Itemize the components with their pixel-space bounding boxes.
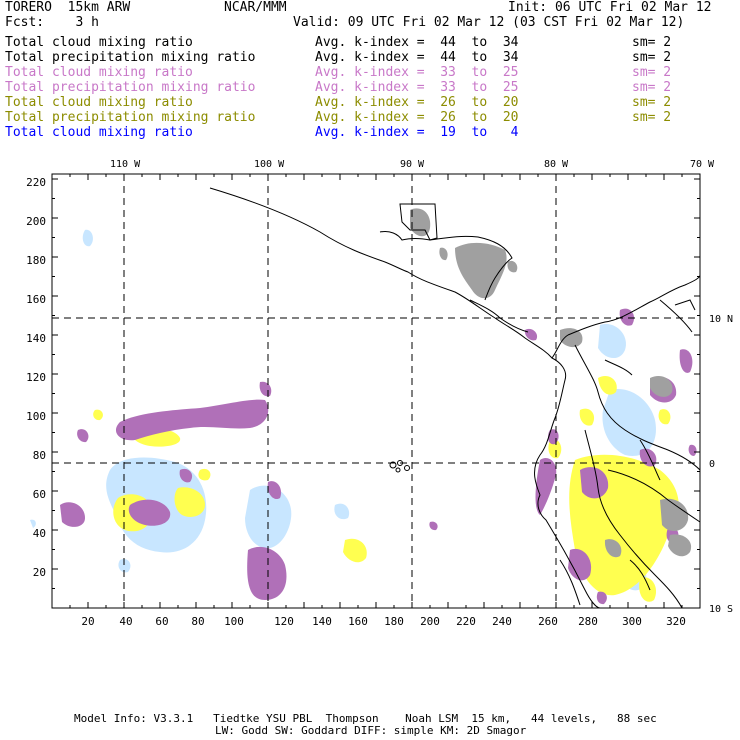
lat-label-10s: 10 S <box>709 604 733 615</box>
legend-row-4-name: Total precipitation mixing ratio <box>5 80 256 95</box>
lat-label-10n: 10 N <box>709 314 733 325</box>
lon-label-110w: 110 W <box>110 159 141 170</box>
lat-lon-grid <box>52 174 700 608</box>
x-tick-label: 240 <box>492 615 512 628</box>
legend-row-5-name: Total cloud mixing ratio <box>5 95 193 110</box>
lon-label-90w: 90 W <box>400 159 425 170</box>
x-tick-label: 260 <box>538 615 558 628</box>
x-tick-labels: 20 40 60 80 100 120 140 160 180 200 220 … <box>81 615 686 628</box>
lat-label-0: 0 <box>709 459 715 470</box>
legend-row-7-name: Total cloud mixing ratio <box>5 125 193 140</box>
y-tick-label: 160 <box>26 293 46 306</box>
x-tick-label: 80 <box>191 615 204 628</box>
y-tick-label: 200 <box>26 215 46 228</box>
x-tick-label: 100 <box>224 615 244 628</box>
y-tick-labels: 20 40 60 80 100 120 140 160 180 200 220 <box>26 176 46 579</box>
center-title: NCAR/MMM <box>224 0 287 15</box>
valid-time: Valid: 09 UTC Fri 02 Mar 12 (03 CST Fri … <box>293 15 685 30</box>
x-tick-label: 180 <box>384 615 404 628</box>
legend-row-7-kindex: Avg. k-index = 19 to 4 <box>315 125 519 140</box>
lon-label-70w: 70 W <box>690 159 715 170</box>
x-tick-label: 220 <box>456 615 476 628</box>
y-tick-label: 100 <box>26 410 46 423</box>
init-time: Init: 06 UTC Fri 02 Mar 12 <box>508 0 712 15</box>
legend-row-6-name: Total precipitation mixing ratio <box>5 110 256 125</box>
x-tick-label: 200 <box>420 615 440 628</box>
legend-row-1-name: Total cloud mixing ratio <box>5 35 193 50</box>
lon-label-100w: 100 W <box>254 159 285 170</box>
y-tick-label: 180 <box>26 254 46 267</box>
coastlines <box>209 187 701 609</box>
legend-row-3-kindex: Avg. k-index = 33 to 25 <box>315 65 519 80</box>
legend-row-4-kindex: Avg. k-index = 33 to 25 <box>315 80 519 95</box>
legend-row-2-name: Total precipitation mixing ratio <box>5 50 256 65</box>
x-tick-label: 160 <box>348 615 368 628</box>
model-info-line-2: LW: Godd SW: Goddard DIFF: simple KM: 2D… <box>215 724 527 737</box>
galapagos-islands <box>389 460 410 473</box>
forecast-hour: Fcst: 3 h <box>5 15 99 30</box>
x-tick-label: 120 <box>274 615 294 628</box>
model-info-line-1: Model Info: V3.3.1 Tiedtke YSU PBL Thomp… <box>74 712 657 725</box>
y-tick-label: 40 <box>33 527 46 540</box>
x-tick-label: 60 <box>155 615 168 628</box>
x-tick-label: 300 <box>622 615 642 628</box>
legend-row-2-sm: sm= 2 <box>632 50 672 65</box>
y-tick-label: 20 <box>33 566 46 579</box>
model-title: TORERO 15km ARW <box>5 0 131 15</box>
y-tick-label: 220 <box>26 176 46 189</box>
axis-ticks <box>52 174 700 609</box>
gray-cloud-field <box>410 208 692 558</box>
x-tick-label: 140 <box>312 615 332 628</box>
legend-row-5-sm: sm= 2 <box>632 95 672 110</box>
y-tick-label: 80 <box>33 449 46 462</box>
y-tick-label: 140 <box>26 332 46 345</box>
legend-row-1-kindex: Avg. k-index = 44 to 34 <box>315 35 519 50</box>
x-tick-label: 20 <box>81 615 94 628</box>
legend-row-6-sm: sm= 2 <box>632 110 672 125</box>
y-tick-label: 60 <box>33 488 46 501</box>
x-tick-label: 280 <box>578 615 598 628</box>
purple-cloud-field <box>60 308 697 605</box>
legend-row-1-sm: sm= 2 <box>632 35 672 50</box>
legend-row-3-sm: sm= 2 <box>632 65 672 80</box>
legend-row-2-kindex: Avg. k-index = 44 to 34 <box>315 50 519 65</box>
legend-row-5-kindex: Avg. k-index = 26 to 20 <box>315 95 519 110</box>
x-tick-label: 40 <box>119 615 132 628</box>
y-tick-label: 120 <box>26 371 46 384</box>
x-tick-label: 320 <box>666 615 686 628</box>
legend-row-4-sm: sm= 2 <box>632 80 672 95</box>
lon-label-80w: 80 W <box>544 159 569 170</box>
legend-row-6-kindex: Avg. k-index = 26 to 20 <box>315 110 519 125</box>
legend-row-3-name: Total cloud mixing ratio <box>5 65 193 80</box>
